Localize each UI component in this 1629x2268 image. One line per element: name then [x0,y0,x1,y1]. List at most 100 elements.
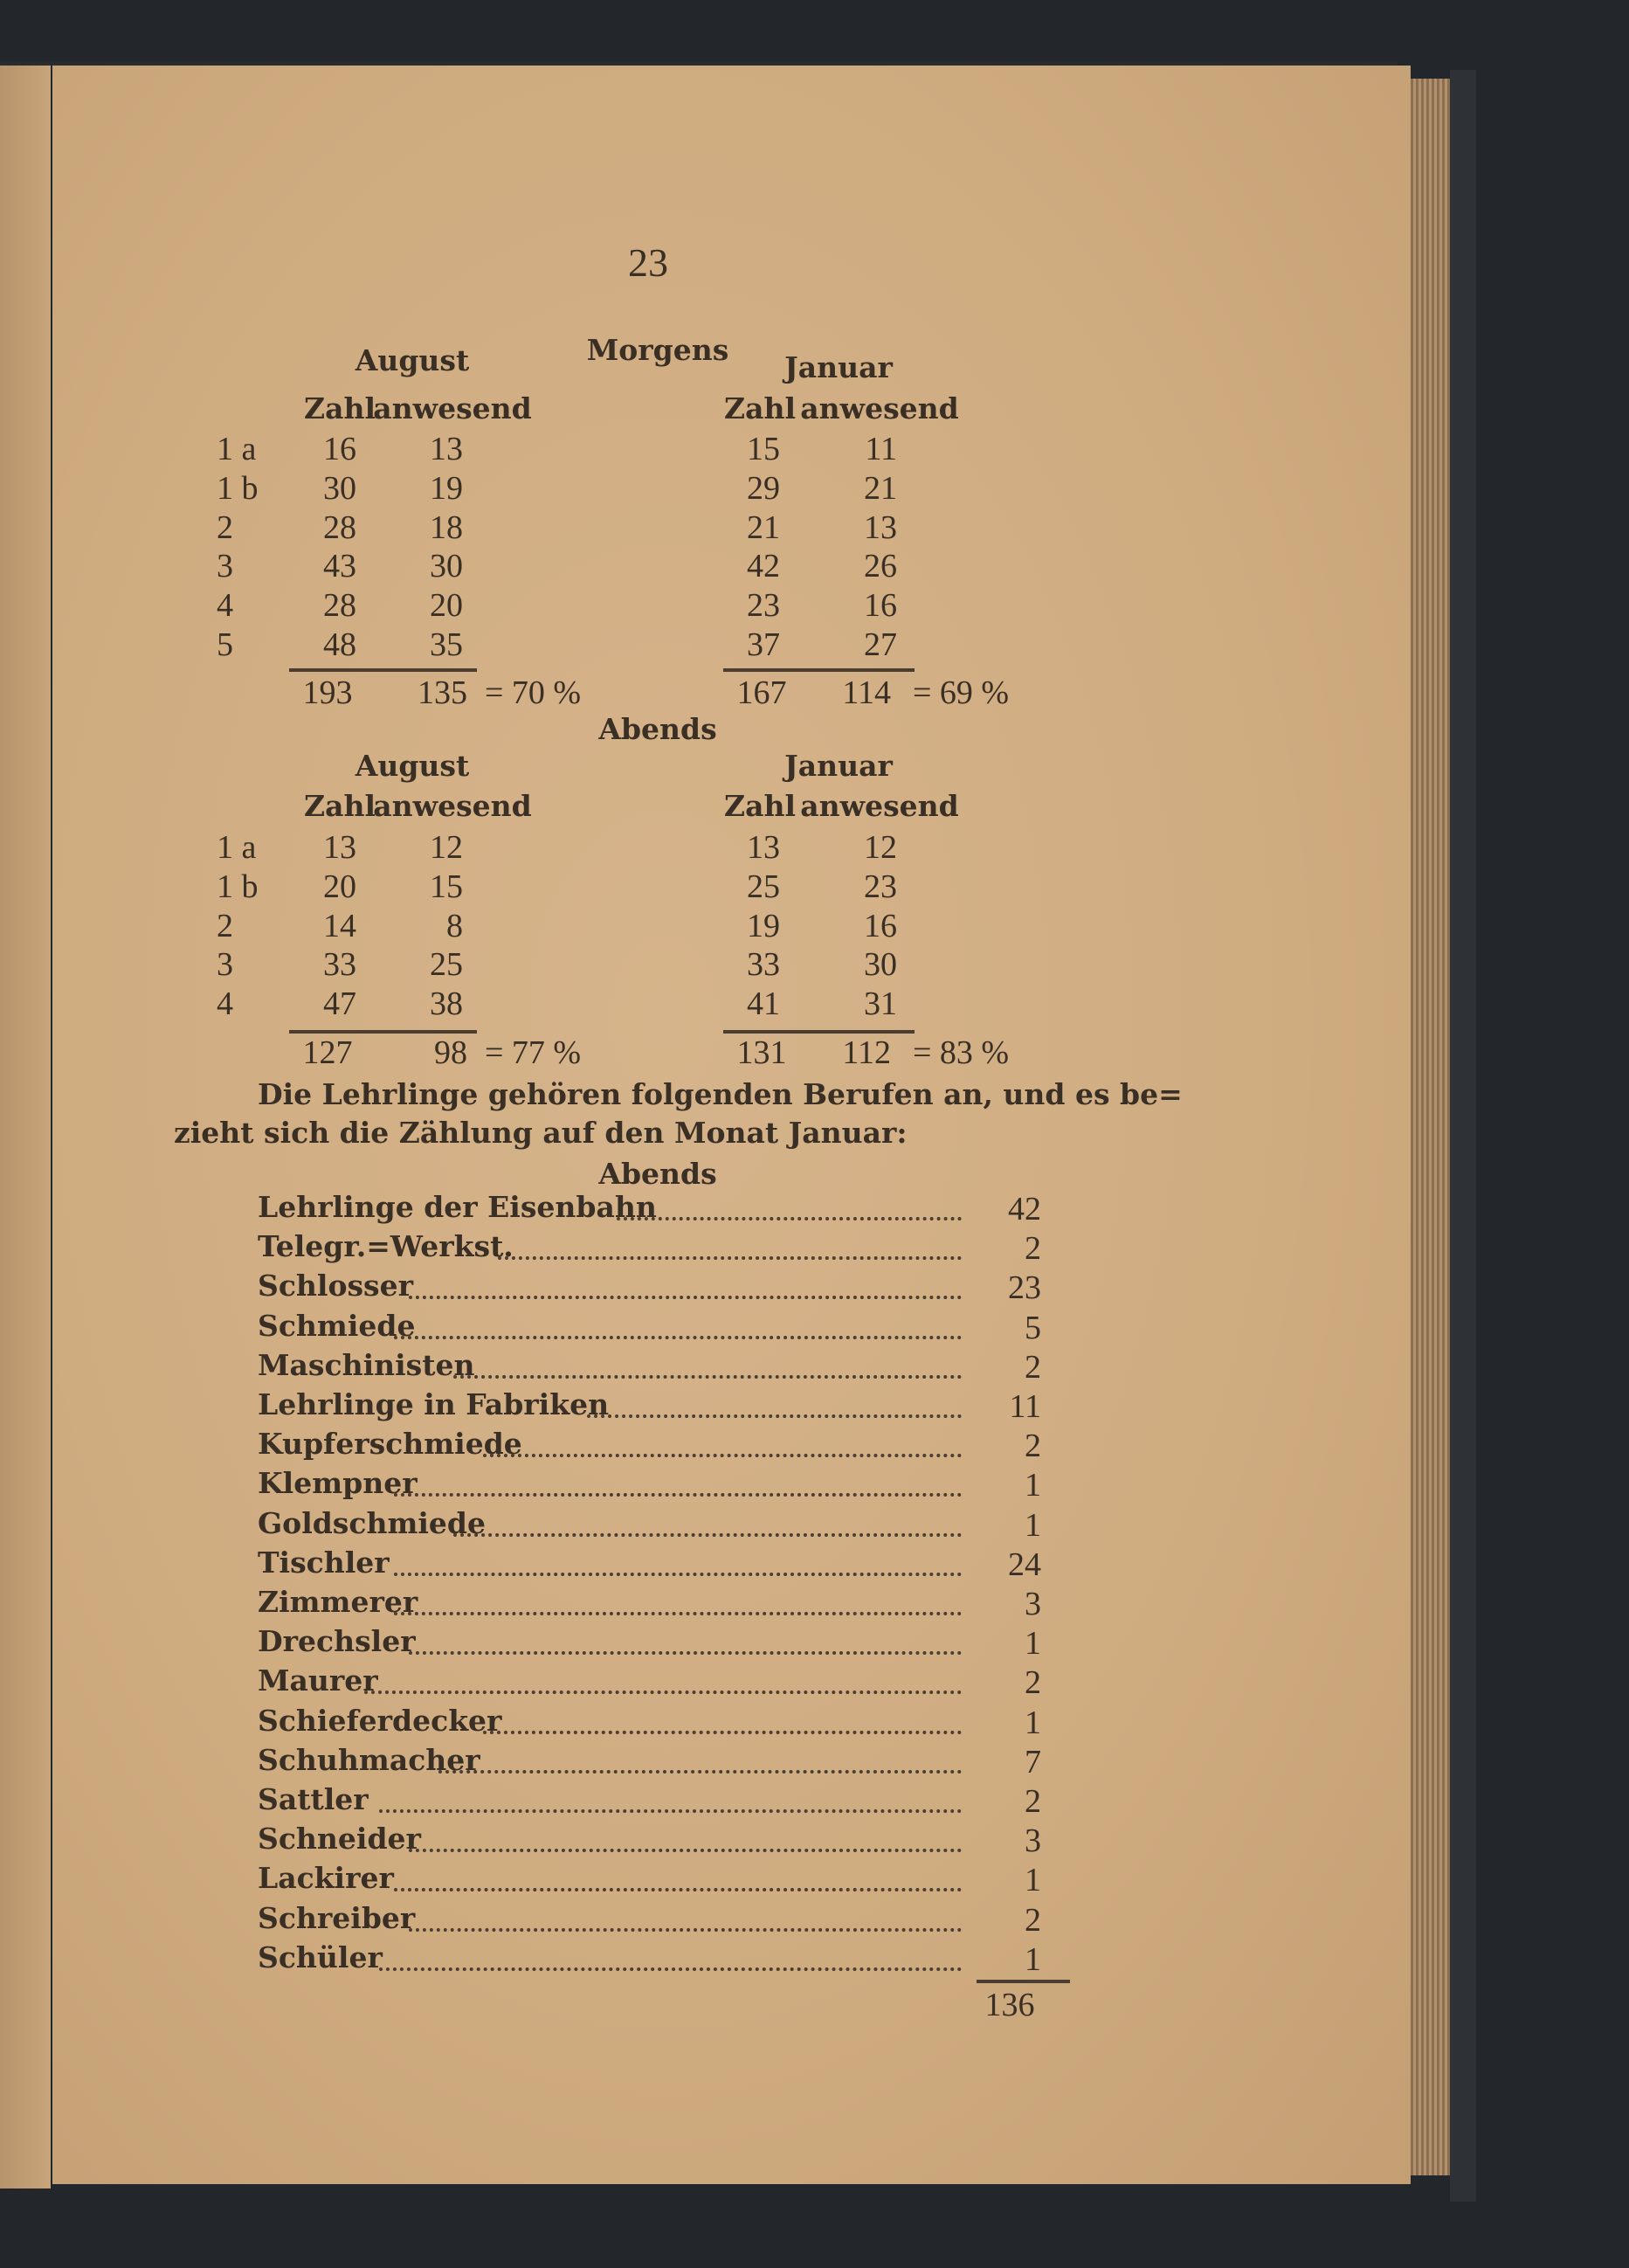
jan-count-cell: 15 [747,431,780,467]
trades-sum-rule [977,1980,1070,1983]
trade-count: 1 [1025,1940,1041,1978]
class-label: 4 [217,587,233,625]
paragraph-line-2: zieht sich die Zählung auf den Monat Jan… [174,1116,908,1150]
evening-aug-count-header: Zahl [303,789,376,823]
jan-count-cell: 19 [747,907,780,944]
trade-count: 2 [1025,1348,1041,1386]
class-label: 1 a [217,829,257,866]
trade-count: 2 [1025,1230,1041,1268]
leader-dots [394,1888,962,1892]
class-label: 5 [217,626,233,663]
leader-dots [617,1217,962,1220]
evening-january-header: Januar [784,749,893,783]
leader-dots [587,1414,962,1418]
aug-present-cell: 19 [430,469,463,507]
trade-label: Schreiber [258,1900,416,1935]
jan-count-cell: 41 [747,985,780,1023]
aug-count-cell: 48 [323,626,356,663]
leader-dots [379,1967,962,1971]
trade-label: Zimmerer [258,1585,418,1619]
aug-count-cell: 16 [323,431,356,467]
class-label: 3 [217,548,233,585]
trade-count: 1 [1025,1862,1041,1899]
aug-percent: = 77 % [485,1034,582,1071]
jan-present-cell: 27 [864,626,897,663]
evening-aug-present-header: anwesend [373,789,532,823]
trade-label: Lackirer [258,1861,394,1896]
evening-aug-sum-rule [289,1030,477,1034]
aug-present-cell: 35 [430,626,463,663]
trade-label: Maurer [258,1663,378,1698]
leader-dots [409,1651,962,1656]
morning-jan-sum-rule [723,668,915,672]
trade-label: Telegr.=Werkst. [258,1229,514,1264]
aug-count-cell: 30 [323,469,356,507]
aug-total-present: 135 [418,674,467,711]
evening-jan-sum-rule [723,1030,915,1034]
aug-count-cell: 33 [323,946,356,984]
leader-dots [483,1454,962,1458]
jan-present-cell: 16 [864,907,897,944]
aug-total-present: 98 [434,1034,467,1071]
jan-present-cell: 11 [865,431,897,467]
leader-dots [394,1335,962,1339]
evening-august-header: August [355,749,470,783]
leader-dots [483,1730,962,1734]
book-cover [1450,70,1476,2202]
trade-label: Klempner [258,1466,418,1501]
trade-label: Goldschmiede [258,1505,486,1540]
class-label: 2 [217,508,233,546]
aug-count-cell: 47 [323,985,356,1023]
leader-dots [394,1493,962,1497]
jan-percent: = 83 % [913,1034,1010,1071]
jan-total-present: 114 [842,674,891,711]
leader-dots [409,1927,962,1932]
class-label: 3 [217,946,233,984]
facing-page-edge [0,66,51,2188]
aug-present-cell: 25 [430,946,463,984]
trade-count: 7 [1025,1743,1041,1781]
leader-dots [498,1256,962,1261]
jan-present-cell: 12 [864,829,897,866]
morning-title: Morgens [586,333,729,367]
aug-total-count: 193 [302,674,353,711]
trade-label: Drechsler [258,1624,416,1659]
aug-present-cell: 30 [430,548,463,585]
trade-label: Schuhmacher [258,1742,480,1777]
trades-title: Abends [598,1157,717,1191]
jan-total-count: 167 [736,674,787,711]
leader-dots [453,1532,962,1537]
trade-count: 2 [1025,1901,1041,1939]
aug-percent: = 70 % [485,674,582,711]
trade-label: Maschinisten [258,1347,475,1382]
aug-count-cell: 14 [323,907,356,944]
class-label: 2 [217,907,233,944]
page-number: 23 [628,240,668,285]
trade-count: 11 [1009,1388,1041,1425]
trade-label: Tischler [258,1545,390,1580]
trade-count: 2 [1025,1783,1041,1820]
trade-label: Sattler [258,1782,369,1816]
class-label: 1 b [217,868,259,905]
jan-count-cell: 21 [747,508,780,546]
class-label: 1 a [217,431,257,467]
leader-dots [364,1691,962,1695]
aug-count-cell: 13 [323,829,356,866]
jan-count-cell: 37 [747,626,780,663]
jan-count-cell: 33 [747,946,780,984]
jan-count-cell: 42 [747,548,780,585]
morning-jan-present-header: anwesend [800,391,959,425]
trade-label: Schneider [258,1822,421,1857]
morning-aug-sum-rule [289,668,477,672]
trade-label: Schmiede [258,1308,416,1343]
jan-count-cell: 13 [747,829,780,866]
trade-count: 42 [1008,1191,1041,1227]
morning-aug-present-header: anwesend [373,391,532,425]
trade-count: 24 [1008,1545,1041,1583]
trade-count: 23 [1008,1269,1041,1307]
jan-present-cell: 31 [864,985,897,1023]
morning-august-header: August [355,343,470,377]
aug-count-cell: 28 [323,587,356,625]
leader-dots [394,1612,962,1615]
morning-jan-count-header: Zahl [723,391,797,425]
